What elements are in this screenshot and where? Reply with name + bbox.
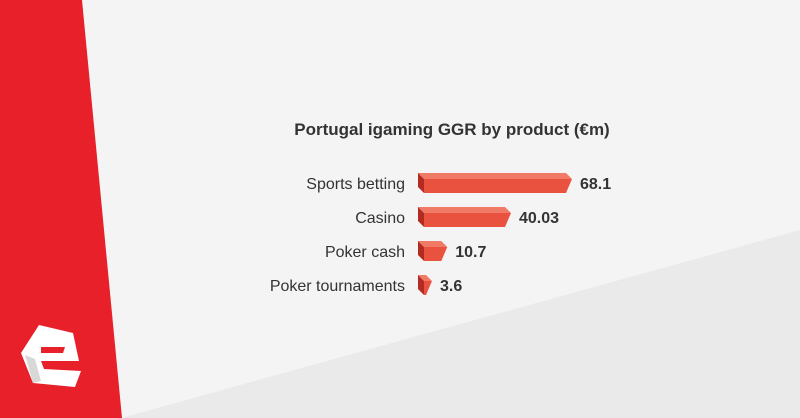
bar (418, 275, 432, 295)
bar-end-face (418, 275, 424, 295)
bar-group: Sports betting 68.1 Casino 40.03 Poker cash 1… (270, 173, 611, 295)
bar (418, 173, 572, 193)
bar-top-face (418, 207, 511, 213)
bar-front-face (424, 213, 511, 227)
bar-front-face (424, 281, 432, 295)
bar (418, 207, 511, 227)
bar-end-face (418, 207, 424, 227)
bar-top-face (418, 275, 432, 281)
bar-front-face (424, 179, 572, 193)
bar-top-face (418, 241, 448, 247)
background-panel (121, 230, 800, 418)
bar (418, 241, 448, 261)
bar-front-face (424, 247, 448, 261)
category-label: Poker tournaments (270, 278, 405, 295)
value-label: 10.7 (455, 244, 486, 261)
red-accent-stripe (0, 0, 122, 418)
chart-title: Portugal igaming GGR by product (€m) (294, 120, 609, 139)
bar-top-face (418, 173, 572, 179)
value-label: 40.03 (519, 210, 559, 227)
bar-end-face (418, 241, 424, 261)
category-label: Sports betting (306, 176, 405, 193)
bar-end-face (418, 173, 424, 193)
value-label: 68.1 (580, 176, 611, 193)
category-label: Casino (355, 210, 405, 227)
category-label: Poker cash (325, 244, 405, 261)
value-label: 3.6 (440, 278, 462, 295)
